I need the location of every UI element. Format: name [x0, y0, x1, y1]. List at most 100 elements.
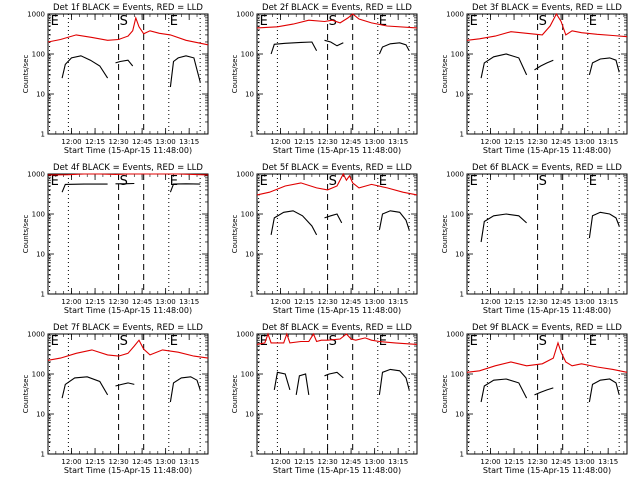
y-tick-label: 1000	[27, 171, 45, 179]
plot-frame	[256, 333, 418, 455]
y-tick-label: 100	[32, 371, 45, 379]
events-series-line	[324, 213, 343, 224]
plot-frame	[256, 13, 418, 135]
x-tick-label: 12:00	[480, 458, 500, 466]
y-tick-label: 10	[36, 251, 45, 259]
y-tick-label: 100	[241, 51, 254, 59]
events-series-line	[378, 210, 410, 231]
event-marker-label: E	[170, 14, 178, 29]
detector-panel-7: Det 7f BLACK = Events, RED = LLD 1 10 100 10…	[22, 323, 209, 475]
x-tick-label: 13:15	[179, 298, 199, 306]
plot-frame	[466, 13, 628, 135]
x-tick-label: 13:15	[179, 138, 199, 146]
event-marker-label: S	[120, 174, 128, 189]
x-tick-label: 12:45	[341, 138, 361, 146]
y-tick-label: 1000	[446, 171, 464, 179]
x-tick-label: 12:30	[317, 458, 337, 466]
detector-panel-1: Det 1f BLACK = Events, RED = LLD 1 10 100 10…	[22, 3, 209, 155]
lld-series-line	[256, 332, 418, 345]
y-tick-label: 1	[250, 291, 254, 299]
events-series-line	[324, 371, 344, 379]
x-tick-label: 12:30	[108, 138, 128, 146]
x-tick-label: 12:30	[108, 458, 128, 466]
panel-title: Det 2f BLACK = Events, RED = LLD	[262, 3, 412, 13]
x-tick-label: 12:00	[270, 138, 290, 146]
y-tick-label: 1	[41, 291, 45, 299]
y-tick-label: 100	[241, 371, 254, 379]
x-tick-label: 13:00	[365, 458, 385, 466]
events-series-line	[61, 55, 109, 79]
event-marker-label: E	[470, 174, 478, 189]
panel-title: Det 7f BLACK = Events, RED = LLD	[53, 323, 203, 333]
x-tick-label: 12:15	[294, 458, 314, 466]
lld-series-line	[256, 13, 418, 29]
x-tick-label: 12:00	[270, 458, 290, 466]
y-tick-label: 1	[460, 291, 464, 299]
event-marker-label: S	[539, 14, 547, 29]
events-series-line	[588, 378, 620, 403]
plot-frame	[256, 173, 418, 295]
events-series-line	[270, 210, 318, 236]
x-tick-label: 12:00	[480, 298, 500, 306]
y-tick-label: 100	[451, 371, 464, 379]
y-tick-label: 100	[241, 211, 254, 219]
x-tick-label: 12:30	[317, 138, 337, 146]
x-tick-label: 13:15	[598, 138, 618, 146]
y-tick-label: 1000	[446, 11, 464, 19]
lld-series-line	[466, 12, 628, 41]
lld-series-line	[47, 173, 209, 176]
y-tick-label: 1000	[236, 11, 254, 19]
x-tick-label: 12:45	[132, 458, 152, 466]
detector-panel-6: Det 6f BLACK = Events, RED = LLD 1 10 100 10…	[441, 163, 628, 315]
events-series-line	[534, 387, 554, 396]
events-series-line	[480, 53, 528, 79]
event-marker-label: E	[170, 174, 178, 189]
events-series-line	[534, 59, 554, 71]
x-tick-label: 12:15	[504, 138, 524, 146]
x-tick-label: 13:15	[598, 458, 618, 466]
events-series-line	[61, 376, 109, 399]
x-tick-label: 12:45	[551, 458, 571, 466]
panel-title: Det 3f BLACK = Events, RED = LLD	[472, 3, 622, 13]
plot-frame	[47, 173, 209, 295]
x-axis-label: Start Time (15-Apr-15 11:48:00)	[64, 146, 192, 155]
event-marker-label: E	[379, 174, 387, 189]
y-tick-label: 1	[460, 451, 464, 459]
x-tick-label: 12:15	[85, 138, 105, 146]
lld-series-line	[47, 15, 209, 46]
y-tick-label: 1	[250, 131, 254, 139]
event-marker-label: E	[260, 334, 268, 349]
detector-panel-5: Det 5f BLACK = Events, RED = LLD 1 10 100 10…	[231, 163, 418, 315]
x-tick-label: 13:15	[598, 298, 618, 306]
detector-panel-3: Det 3f BLACK = Events, RED = LLD 1 10 100 10…	[441, 3, 628, 155]
events-series-line	[169, 183, 201, 193]
y-tick-label: 1	[41, 451, 45, 459]
plot-frame	[47, 13, 209, 135]
x-tick-label: 12:00	[480, 138, 500, 146]
detector-panel-8: Det 8f BLACK = Events, RED = LLD 1 10 100 10…	[231, 323, 418, 475]
event-marker-label: S	[120, 334, 128, 349]
x-tick-label: 12:45	[132, 298, 152, 306]
lld-series-line	[466, 341, 628, 373]
x-tick-label: 12:45	[551, 298, 571, 306]
x-tick-label: 12:30	[527, 298, 547, 306]
x-tick-label: 12:00	[61, 458, 81, 466]
event-marker-label: E	[589, 174, 597, 189]
x-tick-label: 13:15	[388, 458, 408, 466]
event-marker-label: E	[470, 334, 478, 349]
events-series-line	[480, 378, 528, 403]
x-tick-label: 12:30	[527, 138, 547, 146]
lld-series-line	[256, 172, 418, 196]
x-axis-label: Start Time (15-Apr-15 11:48:00)	[273, 306, 401, 315]
y-tick-label: 10	[245, 411, 254, 419]
x-tick-label: 12:15	[504, 298, 524, 306]
events-series-line	[169, 376, 201, 403]
event-marker-label: E	[589, 334, 597, 349]
panel-title: Det 4f BLACK = Events, RED = LLD	[53, 163, 203, 173]
panel-title: Det 9f BLACK = Events, RED = LLD	[472, 323, 622, 333]
x-tick-label: 13:00	[156, 458, 176, 466]
y-axis-label: Counts/sec	[441, 215, 449, 254]
x-tick-label: 12:45	[341, 458, 361, 466]
events-series-line	[169, 55, 201, 88]
event-marker-label: S	[329, 14, 337, 29]
